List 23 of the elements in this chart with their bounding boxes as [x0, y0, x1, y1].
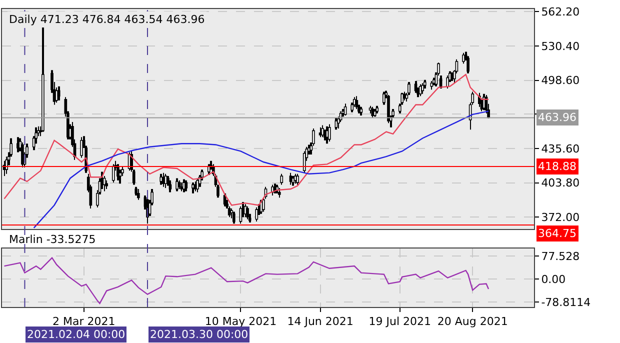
y-tick-label: 435.60 — [541, 142, 580, 156]
ref-line-label: 2021.03.30 00:00 — [150, 328, 248, 341]
ref-line-label: 364.75 — [538, 227, 576, 240]
y-tick-label: 77.528 — [541, 250, 580, 264]
y-tick-label: 498.60 — [541, 74, 580, 88]
ref-line-label: 2021.02.04 00:00 — [27, 328, 126, 341]
x-tick-label: 19 Jul 2021 — [368, 315, 431, 328]
x-tick-label: 20 Aug 2021 — [437, 315, 508, 328]
line-series — [4, 257, 490, 304]
x-tick-label: 10 May 2021 — [204, 315, 277, 328]
y-tick-label: 372.00 — [541, 210, 580, 224]
y-tick-label: 530.40 — [541, 40, 580, 53]
line-series — [4, 74, 490, 206]
x-tick-label: 2 Mar 2021 — [52, 315, 116, 328]
y-tick-label: -78.8114 — [541, 296, 591, 310]
ref-line-label: 463.96 — [538, 111, 576, 124]
chart-title: Daily 471.23 476.84 463.54 463.96 — [9, 13, 205, 26]
ref-line-label: 418.88 — [538, 160, 576, 173]
y-tick-label: 562.20 — [541, 5, 580, 18]
y-tick-label: 403.80 — [541, 176, 580, 190]
chart-title: Marlin -33.5275 — [9, 233, 96, 246]
y-tick-label: 0.00 — [541, 272, 566, 286]
x-tick-label: 14 Jun 2021 — [287, 315, 354, 328]
